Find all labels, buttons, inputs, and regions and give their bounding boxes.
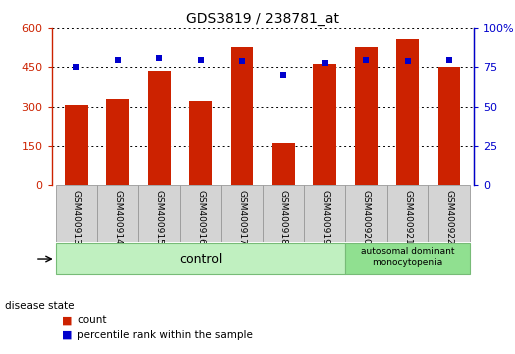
Bar [139,185,180,242]
Text: GSM400921: GSM400921 [403,189,412,244]
Bar [272,143,295,185]
Bar [346,243,470,274]
Bar [221,185,263,242]
Point [114,57,122,63]
Bar [107,99,129,185]
Title: GDS3819 / 238781_at: GDS3819 / 238781_at [186,12,339,26]
Text: ■: ■ [62,315,72,325]
Bar [148,70,170,185]
Bar [180,185,221,242]
Bar [231,47,253,185]
Text: GSM400915: GSM400915 [154,189,164,244]
Bar [263,185,304,242]
Bar [355,47,377,185]
Text: GSM400922: GSM400922 [444,189,454,244]
Text: GSM400920: GSM400920 [362,189,371,244]
Text: ■: ■ [62,330,72,339]
Bar [313,64,336,185]
Text: GSM400919: GSM400919 [320,189,329,244]
Point [238,58,246,64]
Bar [97,185,139,242]
Bar [387,185,428,242]
Point [321,60,329,65]
Point [362,57,370,63]
Bar [346,185,387,242]
Text: GSM400916: GSM400916 [196,189,205,244]
Point [279,73,287,78]
Bar [65,105,88,185]
Text: GSM400914: GSM400914 [113,189,122,244]
Bar [56,243,346,274]
Text: count: count [77,315,107,325]
Point [155,55,163,61]
Point [403,58,411,64]
Point [445,57,453,63]
Bar [189,101,212,185]
Text: autosomal dominant
monocytopenia: autosomal dominant monocytopenia [361,247,454,267]
Bar [396,39,419,185]
Bar [56,185,97,242]
Bar [438,67,460,185]
Bar [304,185,346,242]
Text: GSM400917: GSM400917 [237,189,247,244]
Text: control: control [179,252,222,266]
Text: percentile rank within the sample: percentile rank within the sample [77,330,253,339]
Point [72,65,80,70]
Point [196,57,204,63]
Text: disease state: disease state [5,301,75,311]
Text: GSM400913: GSM400913 [72,189,81,244]
Text: GSM400918: GSM400918 [279,189,288,244]
Bar [428,185,470,242]
